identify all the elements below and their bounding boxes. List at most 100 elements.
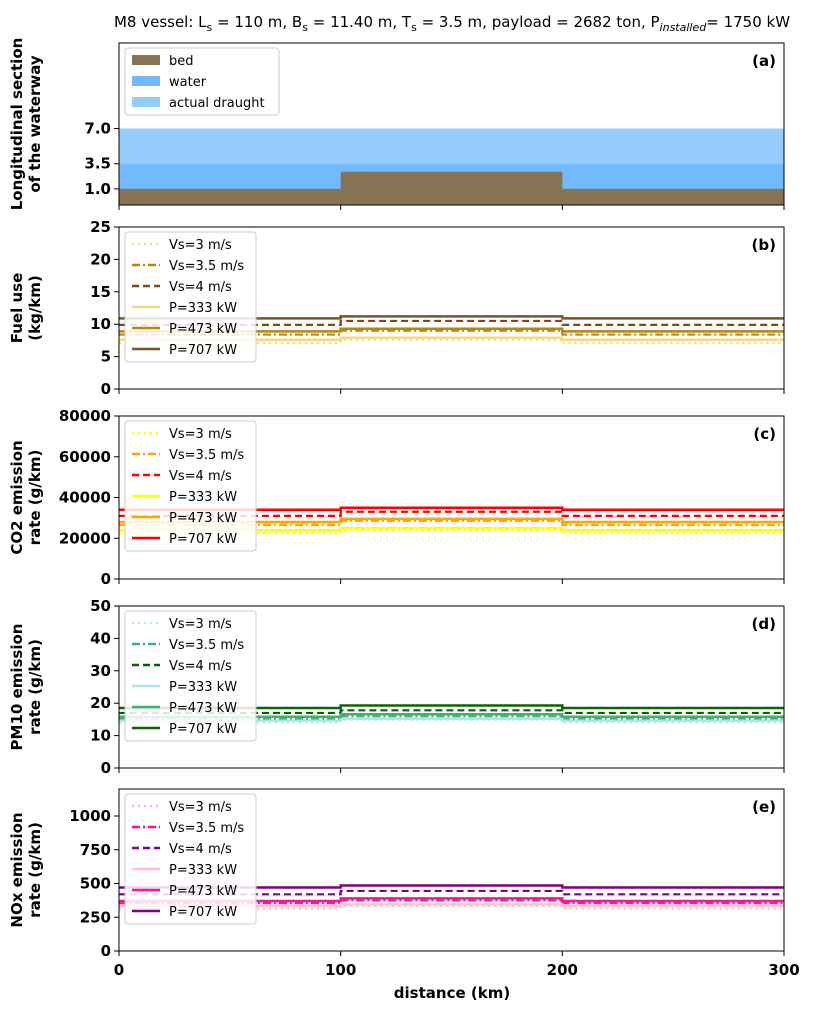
bed-area xyxy=(119,171,784,205)
legend: Vs=3 m/s Vs=3.5 m/s Vs=4 m/s P=333 kW P=473 … xyxy=(124,793,257,925)
series-line-vs-3-m-s xyxy=(119,529,784,535)
y-tick-label: 5 xyxy=(101,348,111,366)
legend-label: Vs=3 m/s xyxy=(169,238,232,253)
y-tick-label: 750 xyxy=(80,841,111,859)
series-line-p-333-kw xyxy=(119,903,784,908)
y-tick-label: 60000 xyxy=(59,448,111,466)
y-axis-label: PM10 emissionrate (g/km) xyxy=(8,624,44,751)
legend-label: Vs=4 m/s xyxy=(169,659,232,674)
legend-label: Vs=3.5 m/s xyxy=(169,448,244,463)
series-line-vs-3-5-m-s xyxy=(119,715,784,720)
series-line-p-473-kw xyxy=(119,327,784,333)
legend-patch xyxy=(132,76,160,86)
legend-label: actual draught xyxy=(169,96,265,111)
series-line-p-473-kw xyxy=(119,712,784,719)
y-tick-label: 0 xyxy=(101,942,111,960)
y-axis-label: NOx emissionrate (g/km) xyxy=(8,812,44,927)
y-tick-label: 250 xyxy=(80,908,111,926)
series-line-vs-4-m-s xyxy=(119,889,784,896)
y-axis-label-line: rate (g/km) xyxy=(26,639,44,735)
y-tick-label: 10 xyxy=(90,315,111,333)
legend-box xyxy=(124,231,257,363)
y-axis-label: Longitudinal sectionof the waterway xyxy=(8,38,44,211)
legend-label: Vs=3.5 m/s xyxy=(169,821,244,836)
series-line-vs-4-m-s xyxy=(119,319,784,326)
legend: Vs=3 m/s Vs=3.5 m/s Vs=4 m/s P=333 kW P=473 … xyxy=(124,610,257,742)
series-line-vs-3-5-m-s xyxy=(119,899,784,905)
plot-area xyxy=(119,884,784,910)
panel-c: 0 20000 40000 60000 80000 CO2 emissionrate (g… xyxy=(8,407,785,588)
axes-frame xyxy=(118,605,785,769)
legend-label: P=473 kW xyxy=(169,701,237,716)
y-tick-label: 40 xyxy=(90,629,111,647)
panel-e: 0 250 500 750 1000 0 100 200 300 NOx emissionrate… xyxy=(8,788,800,979)
legend-label: Vs=3.5 m/s xyxy=(169,638,244,653)
plot-area xyxy=(119,506,784,535)
legend-label: P=707 kW xyxy=(169,905,237,920)
y-axis-label-line: Longitudinal section xyxy=(8,38,26,211)
panel-tag: (c) xyxy=(753,425,776,443)
legend-box xyxy=(124,420,257,552)
y-axis-label: CO2 emissionrate (g/km) xyxy=(8,440,44,554)
panel-tag: (b) xyxy=(752,236,776,254)
panels: 1.0 3.5 7.0 Longitudinal sectionof the wate… xyxy=(8,38,800,979)
y-tick-label: 25 xyxy=(90,218,111,236)
y-tick-label: 7.0 xyxy=(84,120,111,138)
figure-title: M8 vessel: Ls = 110 m, Bs = 11.40 m, Ts … xyxy=(114,13,790,34)
axes-frame xyxy=(118,788,785,952)
panel-tag: (d) xyxy=(752,615,776,633)
series-line-p-333-kw xyxy=(119,717,784,722)
y-tick-label: 0 xyxy=(101,759,111,777)
panel-d: 0 10 20 30 40 50 PM10 emissionrate (g/km) (d) Vs… xyxy=(8,597,785,777)
y-axis-label-line: NOx emission xyxy=(8,812,26,927)
legend-box xyxy=(124,793,257,925)
legend-label: P=333 kW xyxy=(169,680,237,695)
series-line-p-473-kw xyxy=(119,517,784,524)
series-line-p-333-kw xyxy=(119,526,784,532)
plot-area xyxy=(119,704,784,724)
legend-label: P=473 kW xyxy=(169,884,237,899)
legend-label: Vs=4 m/s xyxy=(169,280,232,295)
series-line-vs-3-5-m-s xyxy=(119,329,784,336)
y-tick-label: 10 xyxy=(90,727,111,745)
x-tick-label: 300 xyxy=(768,961,799,979)
y-axis-label-line: rate (g/km) xyxy=(26,822,44,918)
y-axis-label-line: CO2 emission xyxy=(8,440,26,554)
legend-label: P=707 kW xyxy=(169,532,237,547)
legend: Vs=3 m/s Vs=3.5 m/s Vs=4 m/s P=333 kW P=473 … xyxy=(124,231,257,363)
legend-label: P=333 kW xyxy=(169,863,237,878)
legend-label: P=707 kW xyxy=(169,343,237,358)
x-tick-label: 0 xyxy=(114,961,124,979)
y-tick-label: 40000 xyxy=(59,489,111,507)
y-axis-label-line: Fuel use xyxy=(8,273,26,344)
legend-box xyxy=(124,610,257,742)
legend-patch xyxy=(132,97,160,107)
series-line-p-707-kw xyxy=(119,506,784,511)
y-tick-label: 1.0 xyxy=(84,180,111,198)
axes-frame xyxy=(118,42,785,206)
y-tick-label: 20000 xyxy=(59,529,111,547)
legend-label: bed xyxy=(169,54,194,69)
legend-label: water xyxy=(169,75,207,90)
y-tick-label: 15 xyxy=(90,283,111,301)
panel-a: 1.0 3.5 7.0 Longitudinal sectionof the wate… xyxy=(8,38,785,211)
y-tick-label: 3.5 xyxy=(84,155,111,173)
legend: Vs=3 m/s Vs=3.5 m/s Vs=4 m/s P=333 kW P=473 … xyxy=(124,420,257,552)
y-tick-label: 30 xyxy=(90,662,111,680)
series-line-p-333-kw xyxy=(119,336,784,342)
y-tick-label: 500 xyxy=(80,875,111,893)
y-axis-label: Fuel use(kg/km) xyxy=(8,273,44,344)
legend-label: Vs=4 m/s xyxy=(169,469,232,484)
legend: bed water actual draught xyxy=(124,47,280,116)
plot-area xyxy=(119,315,784,345)
y-tick-label: 20 xyxy=(90,694,111,712)
legend-label: Vs=3 m/s xyxy=(169,427,232,442)
y-tick-label: 50 xyxy=(90,597,111,615)
y-axis-label-line: of the waterway xyxy=(26,55,44,193)
y-axis-label-line: (kg/km) xyxy=(26,275,44,341)
series-line-vs-4-m-s xyxy=(119,510,784,517)
legend-label: Vs=4 m/s xyxy=(169,842,232,857)
legend-label: P=473 kW xyxy=(169,322,237,337)
